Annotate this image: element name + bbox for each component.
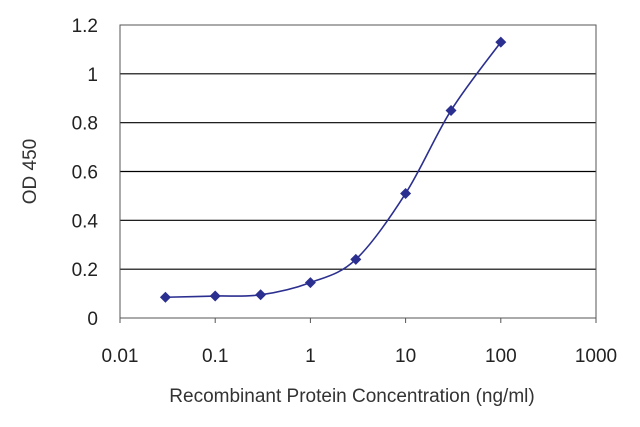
y-tick-labels: 0 0.2 0.4 0.6 0.8 1 1.2 bbox=[72, 16, 99, 330]
data-point bbox=[209, 290, 221, 302]
x-tick-marks bbox=[119, 318, 597, 323]
plot-area-frame bbox=[119, 24, 597, 319]
x-tick-labels: 0.01 0.1 1 10 100 1000 bbox=[102, 346, 618, 367]
y-tick-label: 0.2 bbox=[72, 260, 98, 281]
data-point bbox=[304, 277, 316, 289]
data-point bbox=[159, 291, 171, 303]
x-tick-label: 0.1 bbox=[202, 346, 228, 367]
series-fit-curve bbox=[165, 41, 502, 299]
x-tick-label: 0.01 bbox=[102, 346, 139, 367]
y-tick-label: 0.6 bbox=[72, 163, 98, 184]
y-axis-title: OD 450 bbox=[20, 139, 41, 204]
y-tick-label: 0.8 bbox=[72, 114, 98, 135]
y-tick-label: 0 bbox=[87, 309, 98, 330]
x-tick-label: 1 bbox=[305, 346, 316, 367]
gridlines bbox=[120, 73, 596, 270]
x-axis-title: Recombinant Protein Concentration (ng/ml… bbox=[169, 386, 534, 407]
x-tick-label: 1000 bbox=[575, 346, 617, 367]
y-tick-label: 1 bbox=[87, 65, 98, 86]
data-point bbox=[350, 253, 362, 265]
data-point bbox=[255, 289, 267, 301]
data-point bbox=[495, 36, 507, 48]
y-tick-label: 0.4 bbox=[72, 211, 99, 232]
data-point bbox=[400, 187, 412, 199]
y-tick-label: 1.2 bbox=[72, 16, 98, 37]
x-tick-label: 100 bbox=[485, 346, 517, 367]
series-points bbox=[159, 36, 507, 303]
data-point bbox=[445, 104, 457, 116]
x-tick-label: 10 bbox=[395, 346, 416, 367]
